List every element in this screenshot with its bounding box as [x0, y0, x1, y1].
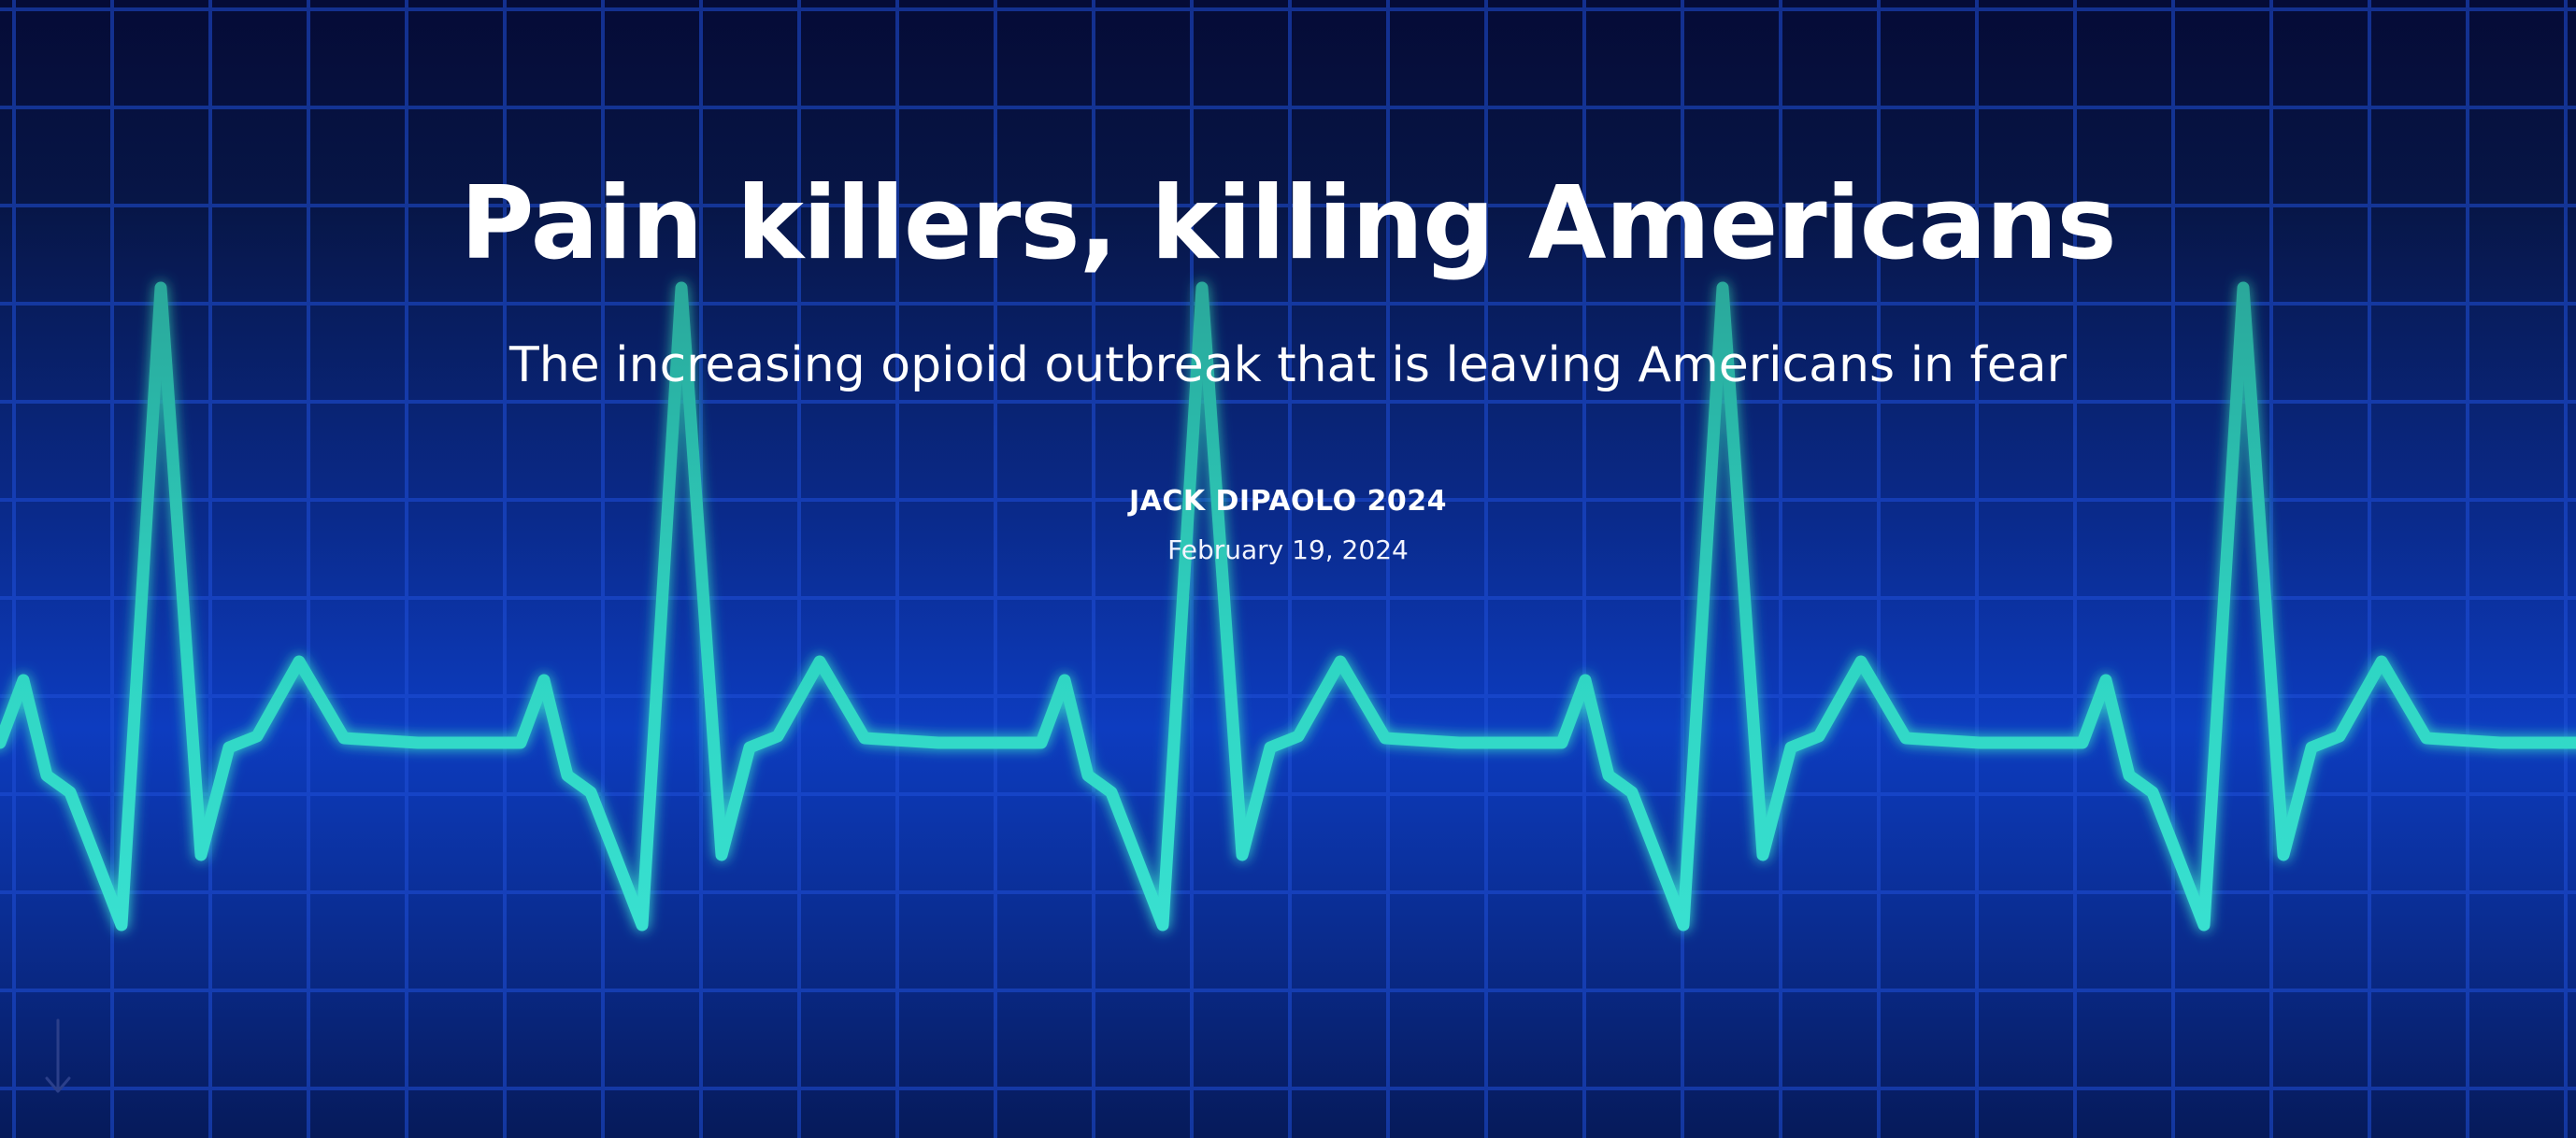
author-byline: JACK DIPAOLO 2024 — [1128, 485, 1448, 518]
arrow-down-icon — [45, 1018, 71, 1093]
page-subtitle: The increasing opioid outbreak that is l… — [508, 337, 2068, 393]
publish-date: February 19, 2024 — [1167, 534, 1409, 565]
page-title: Pain killers, killing Americans — [460, 165, 2116, 282]
hero-text: Pain killers, killing Americans The incr… — [460, 165, 2116, 565]
scroll-down-button[interactable] — [41, 1017, 75, 1101]
